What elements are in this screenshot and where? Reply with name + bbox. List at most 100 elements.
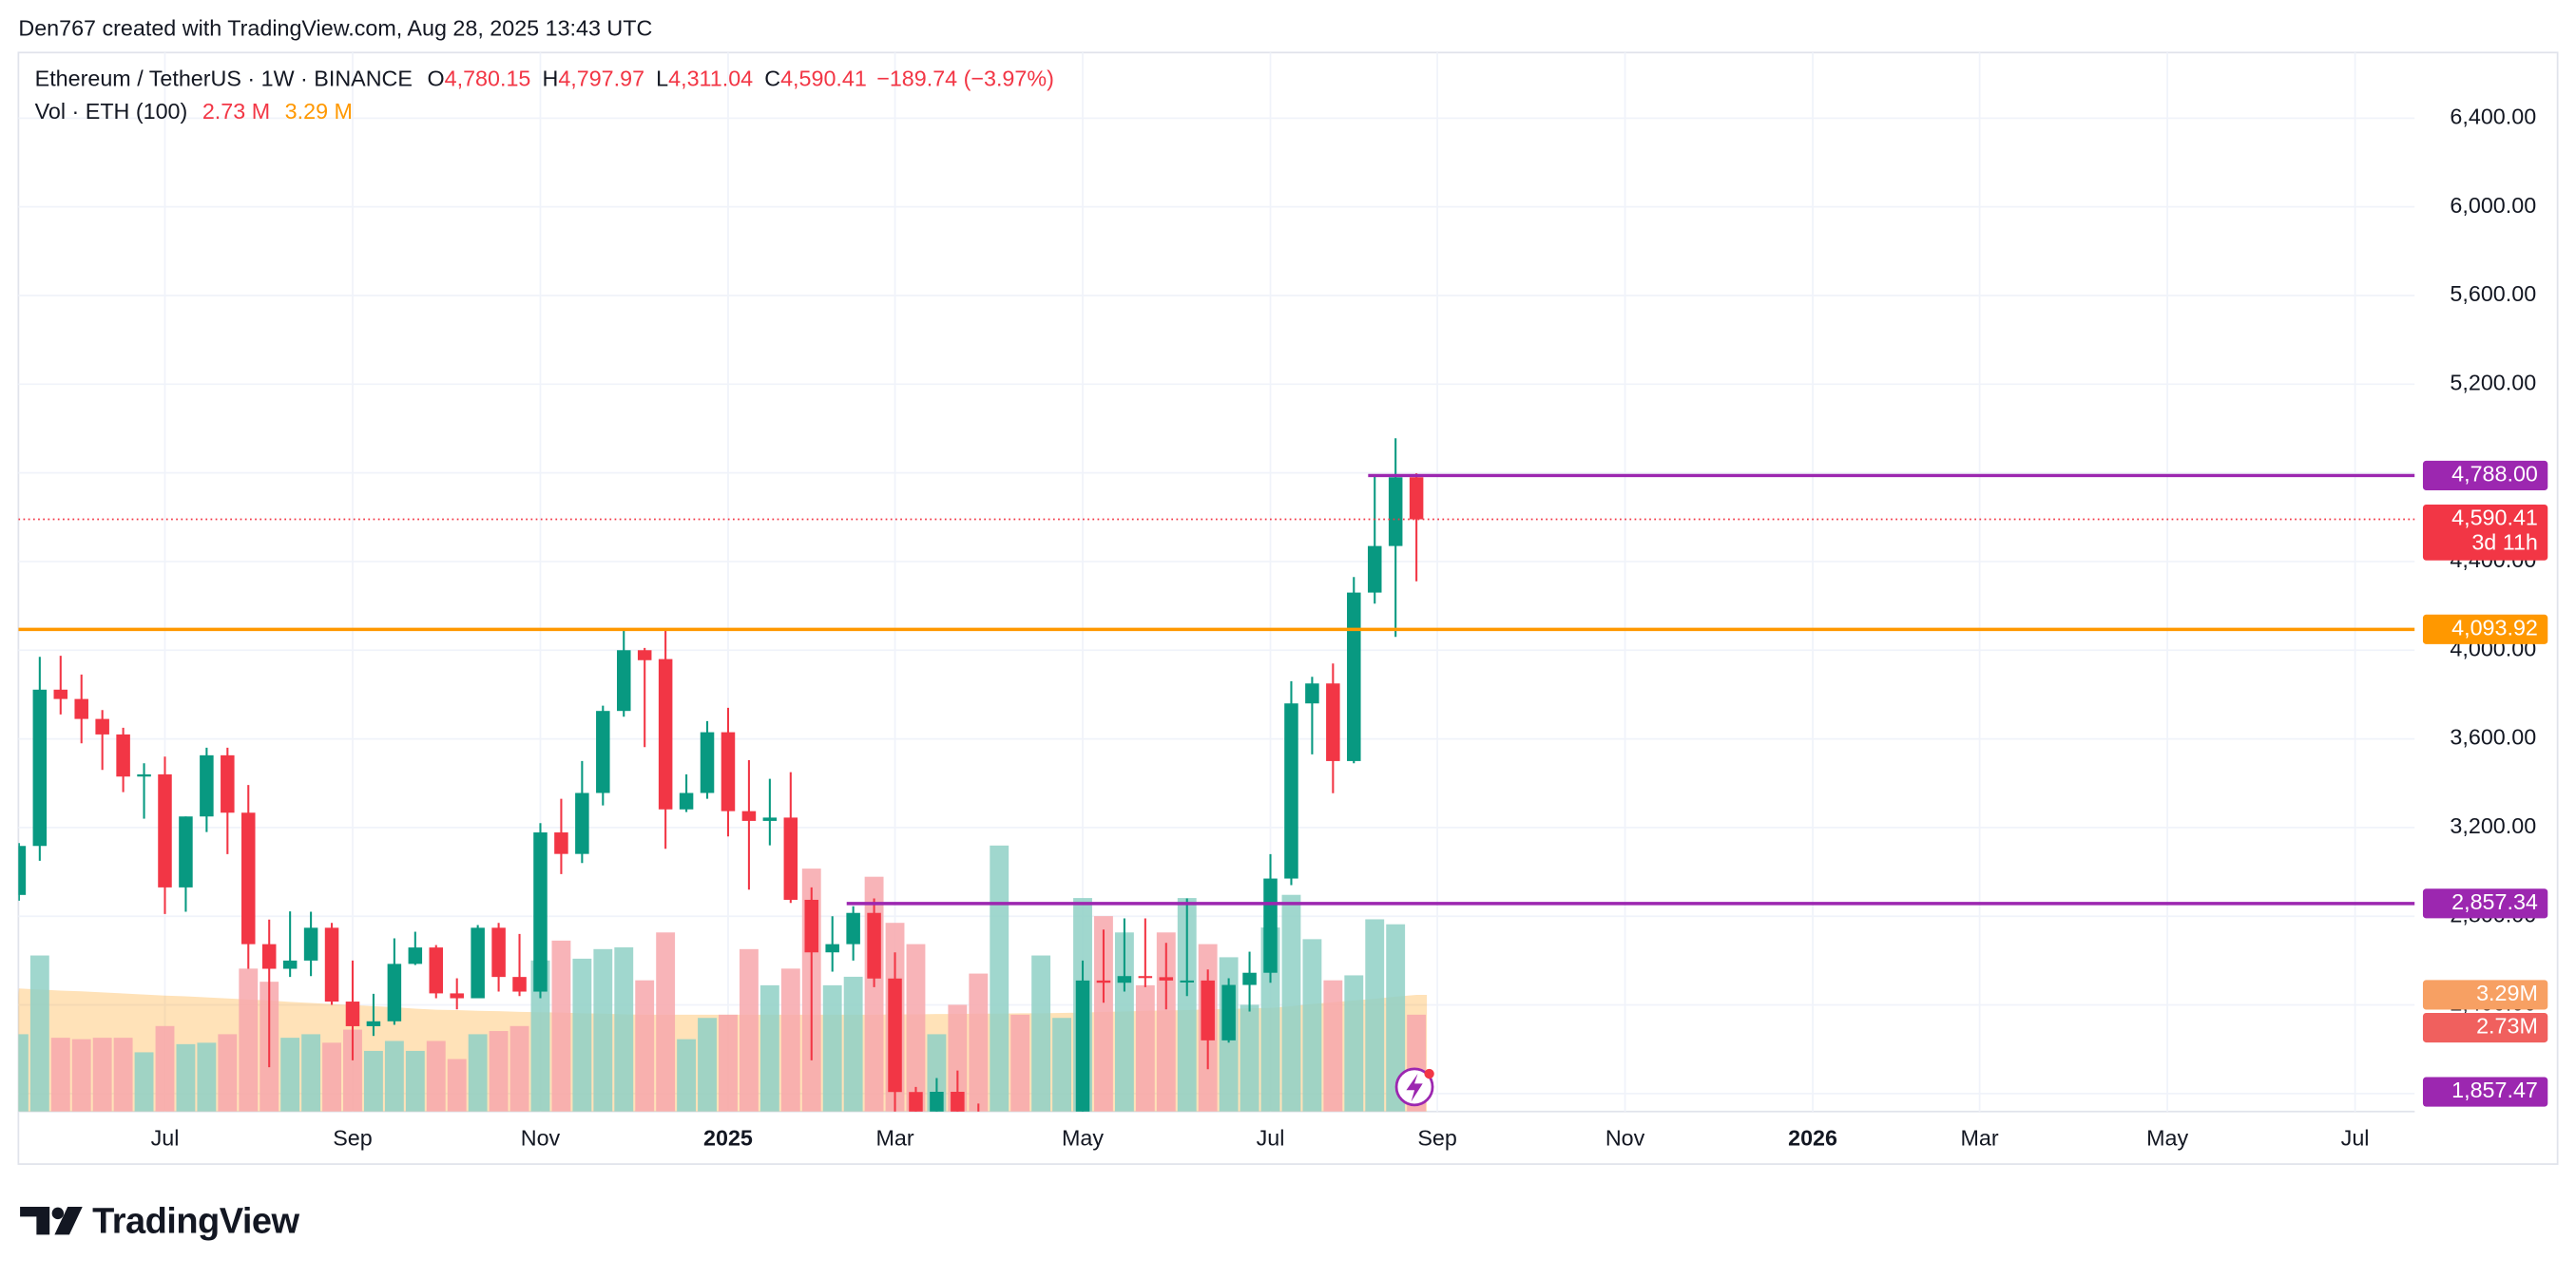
candle-body <box>1096 980 1111 983</box>
y-tick-label: 6,000.00 <box>2450 193 2536 218</box>
candle-body <box>533 832 548 992</box>
volume-bar <box>113 1038 133 1112</box>
volume-bar <box>468 1034 488 1112</box>
candle-body <box>909 1092 923 1112</box>
volume-bar <box>176 1043 196 1112</box>
candle-body <box>783 817 798 900</box>
volume-bar <box>426 1040 446 1112</box>
y-tick-label: 6,400.00 <box>2450 105 2536 129</box>
replay-icon <box>1394 1067 1434 1107</box>
volume-bar <box>1260 927 1280 1112</box>
candle-body <box>324 927 339 1002</box>
level-badge: 4,788.00 <box>2422 460 2548 490</box>
volume-bar <box>18 1034 29 1112</box>
volume-bar <box>551 940 571 1112</box>
candle-body <box>345 1002 360 1026</box>
candle-body <box>491 927 506 978</box>
level-badge-bg <box>2422 1077 2548 1107</box>
volume-bar <box>698 1018 717 1112</box>
y-tick-label: 3,600.00 <box>2450 725 2536 750</box>
candle-body <box>888 978 902 1093</box>
volume-bar <box>71 1039 91 1112</box>
volume-bar <box>1302 939 1322 1112</box>
candle-body <box>867 912 881 979</box>
candle-body <box>1159 977 1174 981</box>
candle-body <box>1409 477 1424 520</box>
candle-body <box>741 811 757 821</box>
candles <box>18 438 1424 1112</box>
volume-bar <box>50 1038 70 1112</box>
volume-bar <box>29 955 49 1112</box>
brand-logo-v <box>54 1206 83 1235</box>
candle-body <box>596 711 610 793</box>
volume-bar <box>1177 898 1197 1112</box>
legend-value: 4,590.41 <box>780 67 867 91</box>
candle-body <box>637 650 652 660</box>
candle-body <box>658 659 673 810</box>
volume-badge-text: 2.73M <box>2476 1014 2538 1039</box>
volume-bar <box>1094 916 1113 1112</box>
legend-change: −189.74 (−3.97%) <box>876 67 1054 91</box>
volume-ma-badge-text: 3.29M <box>2476 981 2538 1005</box>
volume-bar <box>572 958 592 1112</box>
volume-bar <box>1010 1014 1030 1112</box>
volume-bar <box>509 1025 529 1112</box>
volume-bar <box>1240 1004 1259 1112</box>
legend-value: 4,311.04 <box>668 67 753 91</box>
candle-body <box>700 732 715 793</box>
x-tick-label: Nov <box>1605 1125 1645 1150</box>
volume-bar <box>239 968 259 1112</box>
brand-logo-t <box>20 1206 50 1235</box>
candle-body <box>1347 592 1361 761</box>
level-badge-text: 1,857.47 <box>2451 1078 2538 1102</box>
volume-bar <box>343 1029 362 1112</box>
volume-bar <box>1052 1018 1072 1112</box>
volume-badge-bg <box>2422 1012 2548 1043</box>
candle-body <box>74 698 88 719</box>
volume-bar <box>1281 894 1301 1112</box>
volume-bar <box>301 1034 321 1112</box>
legend-line: Ethereum / TetherUS · 1W · BINANCE O4,780… <box>35 67 1054 91</box>
candle-body <box>679 792 694 810</box>
volume-bar <box>1344 975 1364 1112</box>
x-tick-label: 2025 <box>703 1125 753 1150</box>
level-badge: 4,093.92 <box>2422 614 2548 644</box>
y-tick-label: 5,600.00 <box>2450 281 2536 306</box>
price-badges: 4,788.00 4,093.92 2,857.34 1,857.47 4,590.41… <box>2422 460 2548 1107</box>
level-badge-text: 4,788.00 <box>2451 462 2538 487</box>
last-price-badge-text: 3d 11h <box>2471 530 2538 555</box>
x-tick-label: Mar <box>875 1125 913 1150</box>
volume-legend-title: Vol · ETH (100) <box>35 99 188 124</box>
last-price-badge-text: 4,590.41 <box>2451 506 2538 530</box>
legend-key: H <box>542 67 558 91</box>
volume-bar <box>1031 955 1051 1112</box>
x-tick-label: Nov <box>521 1125 561 1150</box>
volume-bar <box>593 948 613 1112</box>
candle-body <box>1367 545 1382 593</box>
icon-bolt <box>1406 1074 1423 1102</box>
legend-key: C <box>764 67 780 91</box>
brand-name: TradingView <box>92 1201 299 1241</box>
candle-body <box>241 812 256 945</box>
candle-body <box>95 718 109 735</box>
legend-key: L <box>656 67 668 91</box>
candle-body <box>1075 980 1090 1112</box>
volume-bar <box>218 1034 238 1112</box>
candle-body <box>450 993 464 999</box>
volume-bar <box>405 1050 425 1112</box>
volume-bar <box>759 984 779 1112</box>
volume-bar <box>719 1014 738 1112</box>
candle-body <box>721 732 736 811</box>
volume-bar <box>822 984 842 1112</box>
volume-legend-value: 2.73 M <box>202 99 270 124</box>
candle-body <box>1388 477 1403 546</box>
volume-bar <box>92 1038 112 1112</box>
x-tick-label: Sep <box>1417 1125 1456 1150</box>
candle-body <box>18 846 27 895</box>
candle-body <box>616 650 631 712</box>
candle-body <box>1201 980 1215 1040</box>
candle-body <box>429 947 444 994</box>
